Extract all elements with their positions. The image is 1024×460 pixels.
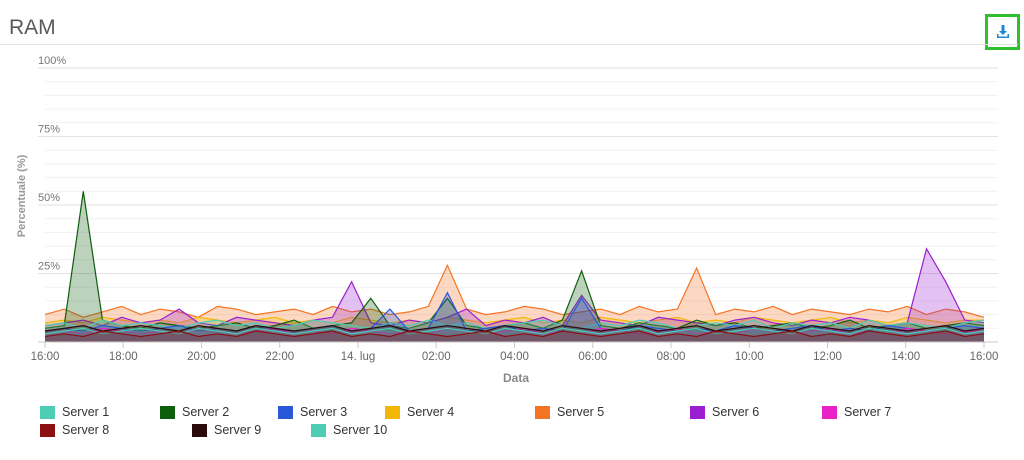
x-tick-label: 02:00	[422, 351, 451, 363]
x-tick-label: 16:00	[31, 351, 60, 363]
x-axis-label: Data	[503, 371, 529, 385]
legend-swatch	[278, 405, 293, 419]
series-line	[44, 327, 985, 335]
legend-label: Server 8	[62, 423, 110, 437]
legend-item[interactable]: Server 7	[822, 405, 891, 419]
legend-label: Server 4	[407, 405, 455, 419]
chart-legend: Server 1 Server 2 Server 3 Server 4 Server 5…	[0, 400, 1024, 450]
series-area	[45, 265, 984, 342]
legend-label: Server 10	[333, 423, 388, 437]
legend-label: Server 9	[214, 423, 262, 437]
legend-item[interactable]: Server 5	[535, 405, 604, 419]
legend-swatch	[160, 405, 175, 419]
series-line	[44, 319, 985, 329]
legend-label: Server 5	[557, 405, 605, 419]
header-divider	[0, 44, 1018, 45]
chart-svg: 100% 75% 50% 25% 16:00 18:00 20:00 22:00 14. lug…	[16, 55, 999, 385]
series-line	[44, 324, 985, 332]
legend-swatch	[311, 423, 326, 437]
legend-label: Server 6	[712, 405, 760, 419]
x-tick-label: 04:00	[500, 351, 529, 363]
legend-swatch	[192, 423, 207, 437]
legend-item[interactable]: Server 4	[385, 405, 454, 419]
chart-grid	[38, 67, 998, 343]
chart-series	[44, 191, 985, 342]
x-tick-label: 18:00	[109, 351, 138, 363]
legend-swatch	[40, 405, 55, 419]
x-tick-label: 08:00	[657, 351, 686, 363]
legend-swatch	[690, 405, 705, 419]
series-area	[45, 320, 984, 342]
y-tick-label: 75%	[38, 124, 60, 136]
legend-label: Server 7	[844, 405, 892, 419]
download-icon	[996, 25, 1009, 38]
x-tick-label: 10:00	[735, 351, 764, 363]
legend-item[interactable]: Server 8	[40, 423, 109, 437]
x-tick-label: 12:00	[813, 351, 842, 363]
series-area	[45, 331, 984, 342]
x-tick-label: 06:00	[578, 351, 607, 363]
ram-chart: 100% 75% 50% 25% 16:00 18:00 20:00 22:00 14. lug…	[0, 55, 1024, 396]
series-area	[45, 191, 984, 342]
y-tick-label: 25%	[38, 261, 60, 273]
chart-axes: 100% 75% 50% 25% 16:00 18:00 20:00 22:00 14. lug…	[31, 55, 999, 363]
series-line	[44, 316, 984, 324]
x-tick-label: 14:00	[891, 351, 920, 363]
legend-item[interactable]: Server 9	[192, 423, 261, 437]
series-line	[44, 330, 985, 338]
y-tick-label: 100%	[38, 56, 66, 67]
series-area	[45, 248, 984, 342]
legend-label: Server 2	[182, 405, 230, 419]
legend-item[interactable]: Server 10	[311, 423, 387, 437]
legend-label: Server 3	[300, 405, 348, 419]
series-line	[44, 263, 985, 318]
panel-header: RAM	[0, 0, 1024, 50]
series-line	[44, 247, 985, 327]
legend-label: Server 1	[62, 405, 110, 419]
x-tick-label: 14. lug	[341, 351, 376, 363]
x-tick-label: 22:00	[265, 351, 294, 363]
legend-item[interactable]: Server 1	[40, 405, 109, 419]
legend-swatch	[535, 405, 550, 419]
legend-item[interactable]: Server 3	[278, 405, 347, 419]
legend-item[interactable]: Server 6	[690, 405, 759, 419]
legend-swatch	[822, 405, 837, 419]
x-tick-label: 20:00	[187, 351, 216, 363]
x-tick-label: 16:00	[970, 351, 999, 363]
series-area	[45, 325, 984, 342]
panel-title: RAM	[9, 16, 56, 39]
legend-swatch	[40, 423, 55, 437]
legend-item[interactable]: Server 2	[160, 405, 229, 419]
legend-swatch	[385, 405, 400, 419]
y-tick-label: 50%	[38, 192, 60, 204]
y-axis-label: Percentuale (%)	[16, 154, 28, 237]
